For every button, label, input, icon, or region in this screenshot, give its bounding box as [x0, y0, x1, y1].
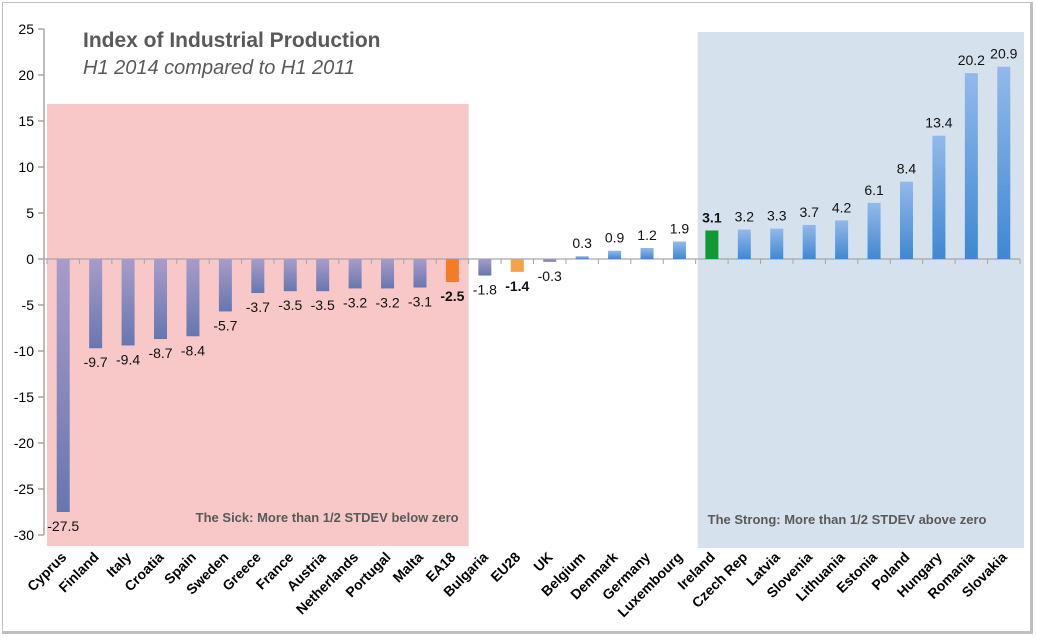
y-tick-label: 5 [26, 205, 34, 221]
bar-france [283, 259, 297, 292]
bar-finland [89, 259, 103, 349]
category-label: EU28 [487, 549, 523, 585]
bar-malta [413, 259, 427, 288]
y-tick-label: -20 [14, 435, 34, 451]
data-label: 4.2 [832, 199, 852, 215]
bar-cyprus [56, 259, 70, 512]
data-label: -0.3 [538, 268, 562, 284]
y-tick-label: -25 [14, 481, 34, 497]
bar-chart: The Sick: More than 1/2 STDEV below zero… [14, 21, 1024, 620]
data-label: -9.7 [84, 354, 108, 370]
data-label: 20.2 [958, 52, 985, 68]
y-tick-label: 10 [18, 159, 34, 175]
data-label: -2.5 [440, 288, 464, 304]
bar-belgium [575, 256, 589, 259]
data-label: -8.7 [148, 345, 172, 361]
bar-hungary [932, 135, 946, 259]
category-label: UK [530, 549, 556, 575]
data-label: -1.4 [505, 278, 529, 294]
data-label: 20.9 [990, 46, 1017, 62]
data-label: 8.4 [897, 161, 917, 177]
sick-region [47, 104, 469, 546]
y-tick-label: 25 [18, 21, 34, 37]
bar-poland [899, 181, 913, 259]
bar-luxembourg [672, 241, 686, 259]
bar-estonia [867, 202, 881, 259]
data-label: 3.1 [702, 209, 722, 225]
data-label: -1.8 [473, 282, 497, 298]
data-label: -3.2 [375, 294, 399, 310]
bar-italy [121, 259, 135, 346]
data-label: -8.4 [181, 342, 205, 358]
y-tick-label: -15 [14, 389, 34, 405]
data-label: 1.9 [670, 221, 690, 237]
bar-slovakia [997, 66, 1011, 259]
y-tick-label: -5 [22, 297, 35, 313]
bar-czech-rep [737, 229, 751, 259]
chart-subtitle: H1 2014 compared to H1 2011 [83, 57, 355, 79]
sick-annotation: The Sick: More than 1/2 STDEV below zero [196, 510, 459, 525]
bar-portugal [381, 259, 395, 289]
data-label: 3.2 [735, 209, 755, 225]
data-label: -3.5 [311, 297, 335, 313]
data-label: -3.2 [343, 294, 367, 310]
data-label: 0.3 [572, 235, 592, 251]
y-tick-label: 15 [18, 113, 34, 129]
data-label: -5.7 [213, 317, 237, 333]
data-label: -3.7 [246, 299, 270, 315]
strong-annotation: The Strong: More than 1/2 STDEV above ze… [708, 512, 987, 527]
y-tick-label: -30 [14, 527, 34, 543]
chart-title: Index of Industrial Production [83, 29, 381, 52]
bar-ireland [705, 230, 719, 259]
data-label: -9.4 [116, 351, 140, 367]
bar-austria [316, 259, 330, 292]
y-tick-label: 20 [18, 67, 34, 83]
bar-romania [964, 73, 978, 259]
data-label: 13.4 [925, 115, 952, 131]
data-label: 1.2 [637, 227, 657, 243]
bar-greece [251, 259, 265, 294]
bar-ea18 [445, 259, 459, 282]
bar-lithuania [835, 220, 849, 259]
y-tick-label: -10 [14, 343, 34, 359]
bar-spain [186, 259, 200, 337]
category-label: Malta [389, 549, 426, 586]
data-label: -3.5 [278, 297, 302, 313]
data-label: 6.1 [864, 182, 884, 198]
bar-netherlands [348, 259, 362, 289]
bar-germany [640, 247, 654, 259]
bar-uk [543, 259, 557, 262]
bar-denmark [608, 250, 622, 259]
data-label: 3.7 [799, 204, 819, 220]
data-label: 3.3 [767, 208, 787, 224]
bar-croatia [154, 259, 168, 340]
bar-slovenia [802, 224, 816, 259]
data-label: 0.9 [605, 230, 625, 246]
bar-bulgaria [478, 259, 492, 276]
data-label: -27.5 [47, 518, 79, 534]
bar-sweden [218, 259, 232, 312]
bar-eu28 [510, 259, 524, 272]
data-label: -3.1 [408, 294, 432, 310]
bar-latvia [770, 228, 784, 259]
y-tick-label: 0 [26, 251, 34, 267]
